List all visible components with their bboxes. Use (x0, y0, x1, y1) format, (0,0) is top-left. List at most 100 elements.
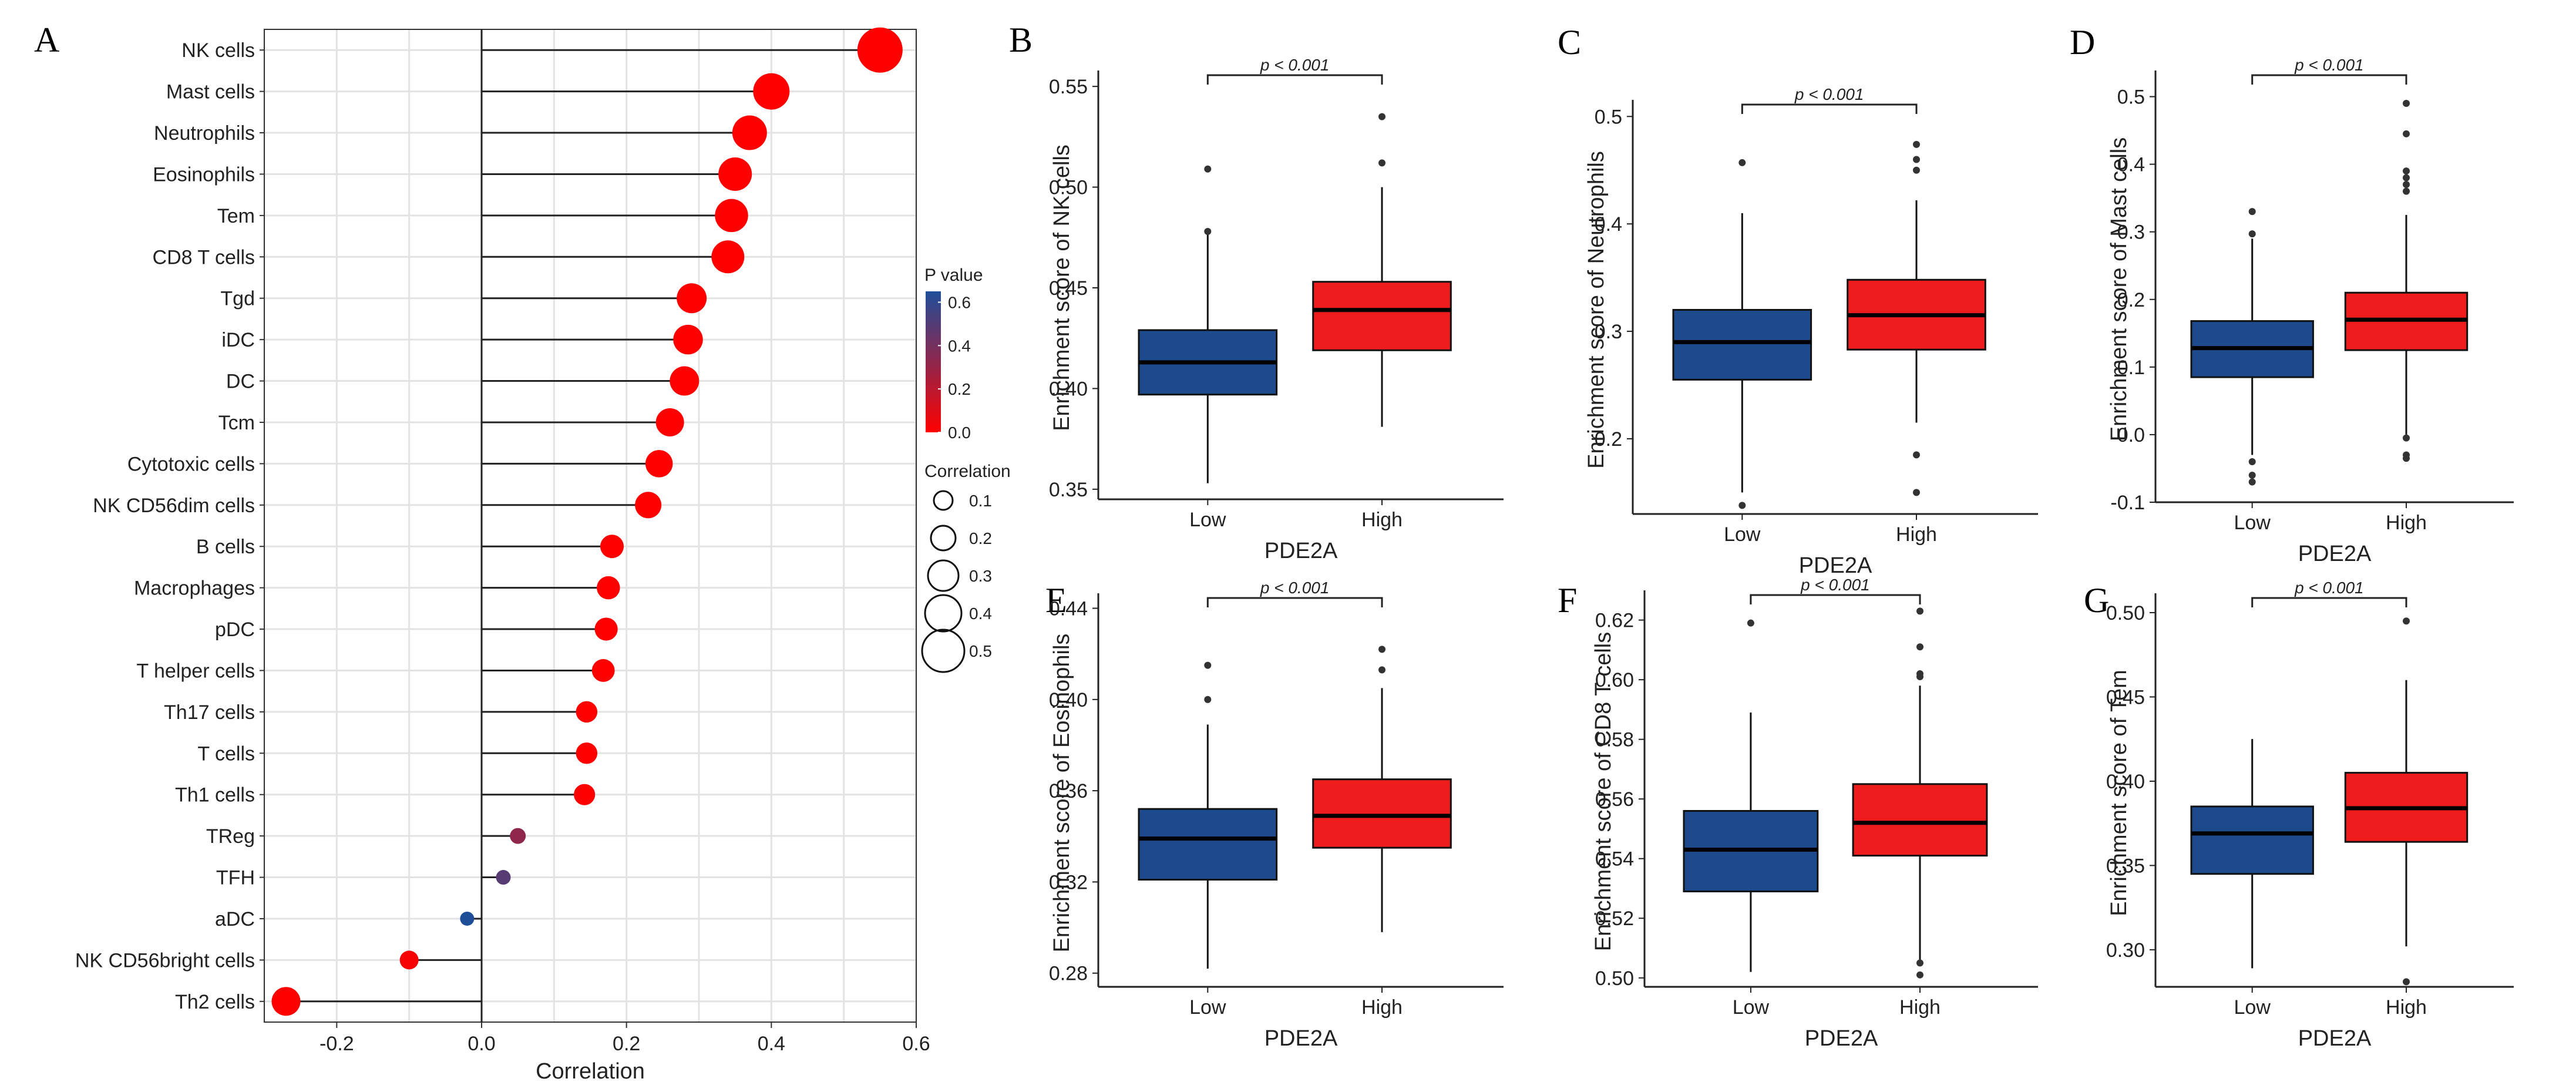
y-tick-label: 0.50 (1595, 967, 1634, 990)
y-tick-label: 0.0 (2117, 424, 2145, 446)
colorbar (926, 291, 941, 432)
legend-title: Correlation (924, 462, 1011, 481)
lollipop-dot (715, 199, 748, 233)
y-tick-label: 0.32 (1049, 871, 1088, 893)
category-label: Neutrophils (154, 122, 255, 145)
lollipop-dot (576, 701, 598, 723)
boxplot-panel-g: G 0.30 0.35 0.40 0.45 0.50 Low High p < 0.001 PDE… (2084, 579, 2514, 1051)
x-tick-label: High (1361, 996, 1403, 1019)
lollipop-dot (594, 617, 618, 641)
y-tick-label: 0.35 (1049, 479, 1088, 501)
x-tick-label: High (2386, 512, 2427, 534)
category-label: Th2 cells (175, 991, 255, 1013)
x-tick-label: High (1361, 509, 1403, 531)
outlier-point (2248, 458, 2256, 465)
outlier-point (1378, 113, 1385, 120)
y-tick-label: 0.58 (1595, 729, 1634, 751)
lollipop-dot (574, 784, 596, 805)
p-value-label: p < 0.001 (1794, 85, 1864, 103)
outlier-point (2403, 434, 2410, 442)
colorbar-tick-label: 0.4 (948, 337, 971, 355)
outlier-point (1747, 619, 1754, 627)
y-axis-title: Enrichment score of CD8 T cells (1591, 632, 1616, 951)
category-label: Tem (217, 205, 255, 227)
outlier-point (2248, 230, 2256, 238)
size-legend-circle (924, 594, 963, 633)
y-tick-label: 0.36 (1049, 780, 1088, 802)
outlier-point (1204, 228, 1212, 235)
lollipop-dot (576, 742, 598, 764)
x-tick-label: Low (1189, 996, 1226, 1019)
significance-bracket (2251, 597, 2407, 607)
x-tick-label: High (1896, 523, 1937, 546)
y-axis-title: Enrichment score of Mast cells (2107, 137, 2131, 441)
lollipop-dot (670, 366, 700, 396)
category-label: NK CD56bright cells (75, 949, 255, 972)
outlier-point (1916, 643, 1923, 651)
panel-letter: D (2070, 23, 2095, 62)
y-axis-title: Enrichment score of Tem (2107, 670, 2131, 916)
y-tick-label: 0.4 (1595, 213, 1622, 236)
colorbar-tick-label: 0.0 (948, 424, 971, 442)
box-high (1312, 778, 1452, 849)
x-axis-title: PDE2A (1805, 1026, 1878, 1051)
outlier-point (1204, 165, 1212, 173)
outlier-point (2248, 208, 2256, 216)
y-tick-label: 0.56 (1595, 788, 1634, 811)
x-tick-label: 0.4 (758, 1033, 785, 1055)
y-tick-label: 0.2 (2117, 289, 2145, 311)
y-axis-title: Enrichment score of Eosinophils (1050, 634, 1074, 953)
x-tick-label: 0.6 (902, 1033, 930, 1055)
lollipop-dot (510, 828, 526, 844)
size-legend-circle (930, 525, 957, 552)
category-label: Tgd (220, 288, 255, 310)
x-tick-label: High (1899, 996, 1941, 1019)
outlier-point (2403, 978, 2410, 986)
category-label: TFH (216, 867, 255, 889)
significance-bracket (1741, 103, 1918, 114)
box-low (1672, 309, 1812, 381)
y-tick-label: 0.50 (1049, 177, 1088, 199)
lollipop-dot (753, 73, 790, 110)
y-tick-label: 0.3 (2117, 221, 2145, 244)
p-value-legend: P value 0.6 0.4 0.2 0.0 (924, 266, 983, 442)
lollipop-dot (857, 27, 903, 73)
lollipop-dot (732, 115, 767, 150)
size-legend-label: 0.1 (969, 492, 992, 510)
y-tick-label: 0.44 (1049, 598, 1088, 620)
y-tick-label: -0.1 (2110, 492, 2145, 514)
outlier-point (2403, 130, 2410, 137)
lollipop-dot (460, 911, 475, 926)
y-axis-title: Enrichment score of NK cells (1050, 145, 1074, 431)
category-label: B cells (196, 536, 255, 558)
y-axis-title: Enrichment score of Neutrophils (1584, 151, 1609, 469)
y-tick-label: 0.28 (1049, 963, 1088, 985)
correlation-size-legend: Correlation 0.1 0.2 0.3 0.4 0.5 (921, 462, 1011, 673)
boxplot-panel-f: F 0.50 0.52 0.54 0.56 0.58 0.60 0.62 Low High p < … (1558, 576, 2038, 1051)
x-tick-label: Low (2234, 996, 2271, 1019)
outlier-point (2403, 617, 2410, 625)
outlier-point (1378, 646, 1385, 653)
boxplot-panel-c: C 0.2 0.3 0.4 0.5 Low High p < 0.001 PDE2A Enrich… (1558, 23, 2038, 578)
lollipop-dot (655, 408, 684, 436)
boxplot-panel-b: B 0.35 0.40 0.45 0.50 0.55 Low High p < 0.001 PDE… (1009, 21, 1504, 563)
y-tick-label: 0.50 (2106, 602, 2145, 624)
x-tick-label: High (2386, 996, 2427, 1019)
y-tick-label: 0.45 (1049, 277, 1088, 300)
outlier-point (1916, 607, 1923, 615)
y-tick-label: 0.62 (1595, 610, 1634, 632)
x-axis-title: PDE2A (2298, 1026, 2372, 1051)
category-label: Mast cells (166, 81, 255, 103)
y-tick-label: 0.55 (1049, 76, 1088, 98)
panel-letter: E (1045, 581, 1067, 620)
size-legend-label: 0.3 (969, 567, 992, 585)
significance-bracket (2251, 74, 2407, 85)
size-legend-circle (921, 629, 966, 673)
outlier-point (1913, 156, 1920, 163)
significance-bracket (1206, 597, 1383, 607)
lollipop-dot (673, 324, 703, 355)
lollipop-dot (711, 240, 745, 274)
y-tick-label: 0.45 (2106, 686, 2145, 708)
plot-frame (264, 29, 917, 1023)
